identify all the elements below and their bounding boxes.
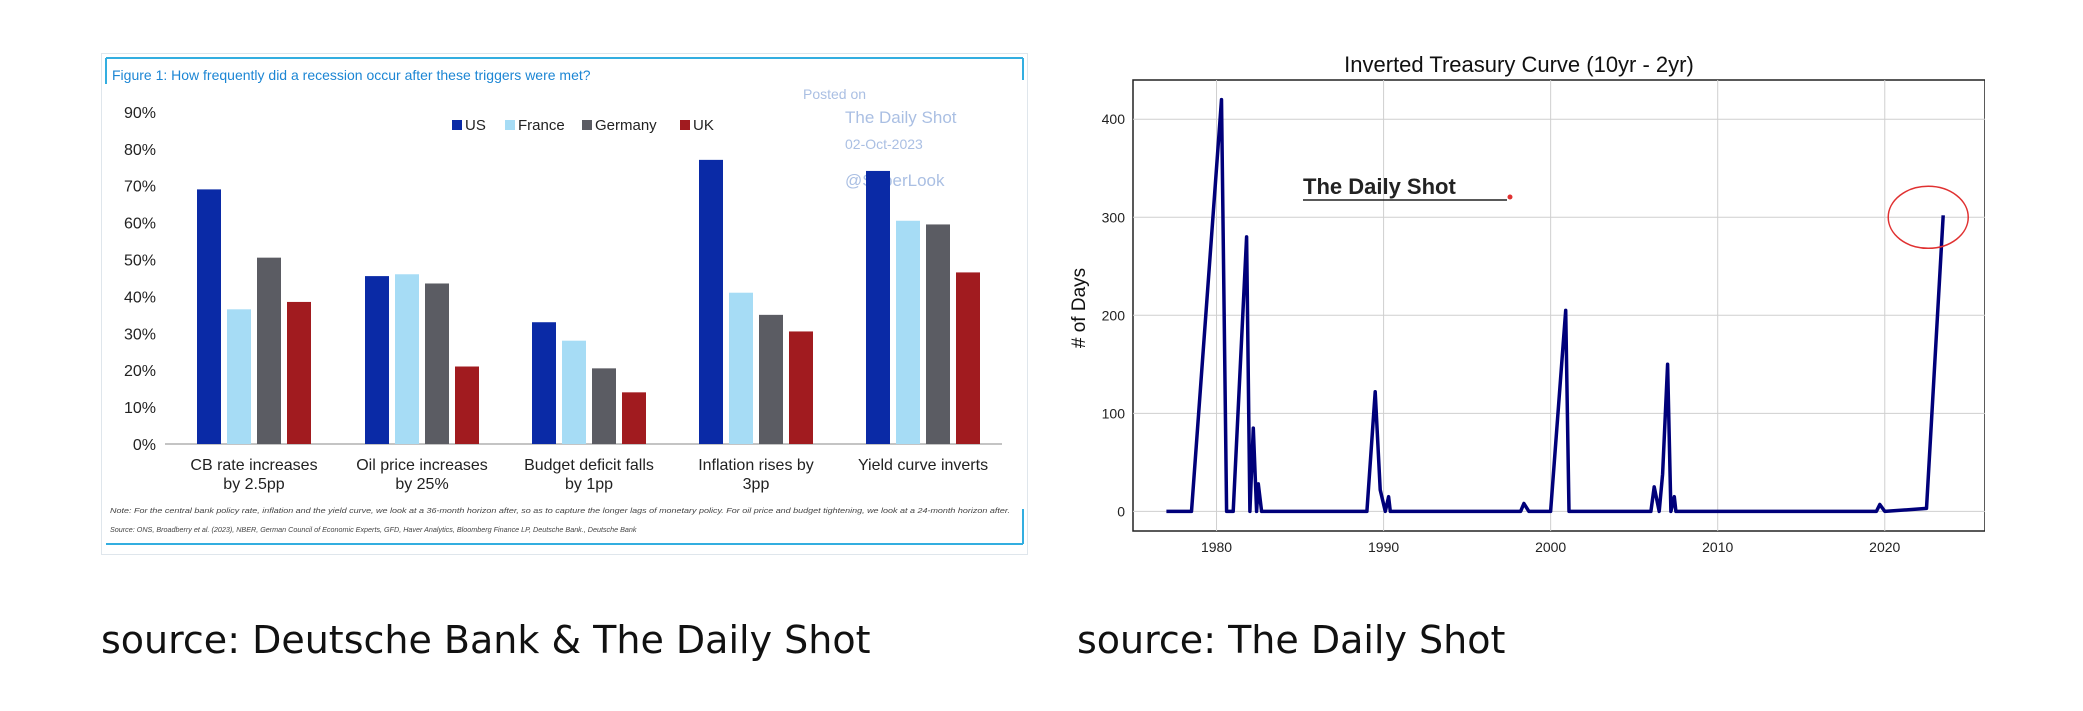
category-label: Oil price increases [356,457,488,474]
plot-area [1132,79,1986,532]
y-tick-label: 20% [124,363,156,380]
y-tick-label: 90% [124,105,156,122]
y-tick-label: 50% [124,253,156,270]
chart-title: Inverted Treasury Curve (10yr - 2yr) [1344,53,1694,77]
watermark-date: 02-Oct-2023 [845,136,923,152]
bar-france [729,292,753,444]
legend-label-germany: Germany [595,117,657,134]
category-label: Inflation rises by [698,457,814,474]
category-label: 3pp [743,476,770,493]
footnote-note: Note: For the central bank policy rate, … [110,506,1010,515]
daily-shot-logo-text: The Daily Shot [1303,174,1456,199]
bar-us [365,276,389,444]
bar-germany [425,283,449,444]
bar-germany [592,368,616,444]
x-tick-label: 2020 [1869,539,1900,553]
footnote-source: Source: ONS, Broadberry et al. (2023), N… [110,525,637,534]
y-tick-label: 80% [124,142,156,159]
y-tick-label: 10% [124,400,156,417]
bar-uk [622,392,646,444]
x-tick-label: 2000 [1535,539,1566,553]
category-label: Yield curve inverts [858,457,988,474]
bar-france [395,274,419,444]
inverted-curve-chart-panel: 1980 1990 2000 2010 2020 0 100 200 300 400 Inverte… [1055,52,1986,555]
bar-france [896,220,920,444]
y-tick-label: 40% [124,289,156,306]
latest-value-highlight-circle [1887,185,1969,250]
legend-swatch-us [452,120,462,130]
category-label: by 25% [395,476,448,493]
category-label: Budget deficit falls [524,457,654,474]
bar-germany [926,224,950,444]
bar-france [562,340,586,444]
y-tick-label: 400 [1102,111,1126,127]
caption-right: source: The Daily Shot [1077,618,1506,662]
recession-triggers-chart-panel: Figure 1: How frequently did a recession… [101,53,1028,555]
daily-shot-logo-dot [1507,194,1513,200]
x-tick-label: 1980 [1201,539,1232,553]
bar-france [227,309,251,444]
recession-triggers-chart: Figure 1: How frequently did a recession… [105,57,1024,545]
watermark-posted-on: Posted on [803,86,866,102]
bar-germany [257,257,281,444]
caption-left: source: Deutsche Bank & The Daily Shot [101,618,871,662]
y-tick-label: 30% [124,326,156,343]
bar-us [866,170,890,444]
bar-germany [759,314,783,444]
x-tick-label: 2010 [1702,539,1733,553]
y-tick-label: 100 [1102,405,1126,421]
y-axis-label: # of Days [1069,268,1090,348]
y-tick-label: 300 [1102,209,1126,225]
y-tick-label: 200 [1102,307,1126,323]
bar-uk [287,301,311,444]
y-tick-label: 0% [133,437,156,454]
y-tick-label: 60% [124,216,156,233]
legend-swatch-france [505,120,515,130]
bar-uk [789,331,813,444]
watermark-brand: The Daily Shot [845,108,957,127]
category-label: by 2.5pp [223,476,284,493]
legend-label-uk: UK [693,117,714,134]
y-tick-label: 0 [1117,503,1125,519]
legend-swatch-uk [680,120,690,130]
bar-uk [956,272,980,444]
bar-us [532,322,556,444]
x-tick-label: 1990 [1368,539,1399,553]
watermark-handle: @SoberLook [845,171,945,190]
legend-swatch-germany [582,120,592,130]
bar-us [699,159,723,444]
bar-us [197,189,221,444]
y-tick-label: 70% [124,179,156,196]
chart-title: Figure 1: How frequently did a recession… [112,67,591,83]
category-label: CB rate increases [190,457,317,474]
bar-uk [455,366,479,444]
series-line [1166,97,1945,514]
category-label: by 1pp [565,476,613,493]
legend-label-us: US [465,117,486,134]
legend-label-france: France [518,117,565,134]
inverted-curve-chart: 1980 1990 2000 2010 2020 0 100 200 300 400 Inverte… [1069,52,1986,555]
